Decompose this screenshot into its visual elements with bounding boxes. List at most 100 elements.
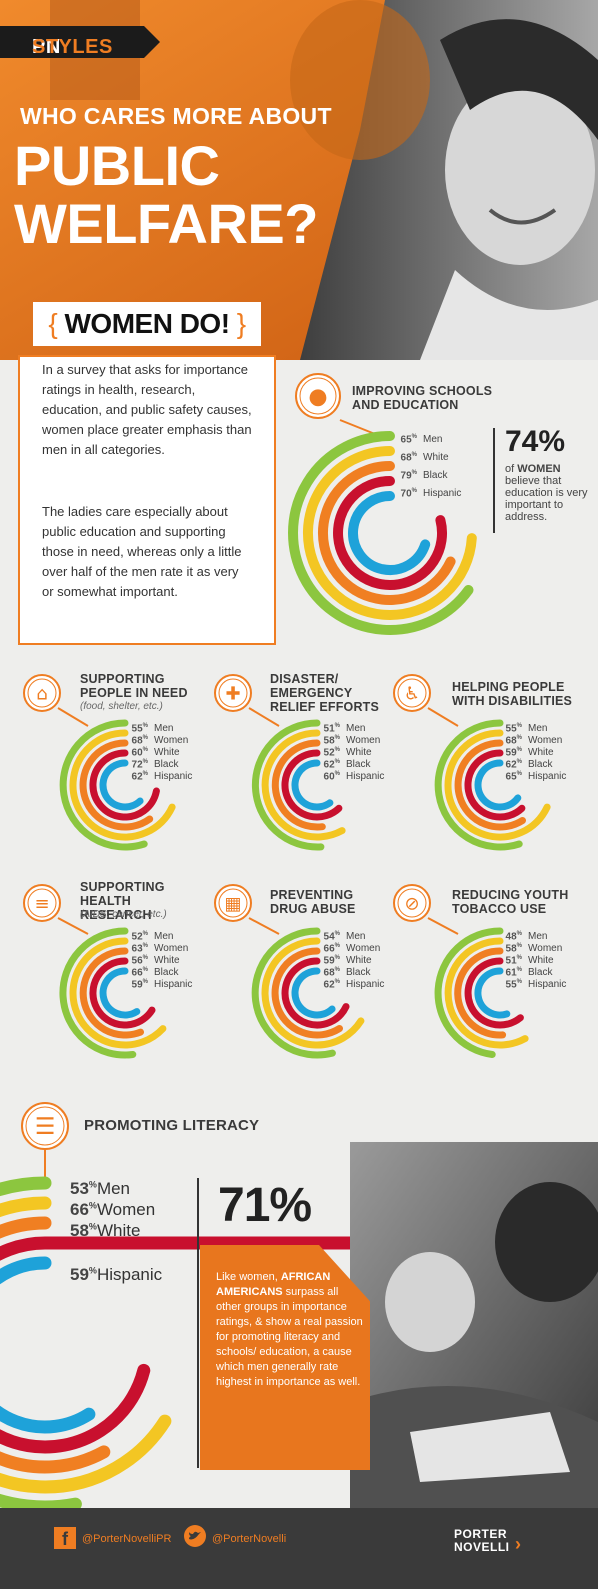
percent-sign: % [142,771,148,777]
percent-sign: % [411,452,417,458]
legend-row-black: 62% Black [500,756,566,770]
legend-label: Black [528,967,553,979]
percent-sign: % [516,747,522,753]
ring-women [69,729,176,841]
legend-label: Black [154,967,179,979]
legend-row-hispanic: 62% Hispanic [318,976,385,990]
percent-sign: % [516,967,522,973]
percent-sign: % [334,735,340,741]
percent-sign: % [142,759,148,765]
ring-white [271,739,326,831]
legend-value: 66% [70,1200,97,1219]
callout-text-literacy: Like women, AFRICAN AMERICANS surpass al… [216,1270,366,1390]
literacy-photo [350,1142,598,1508]
legend-label: White [528,955,554,967]
legend-label: Men [96,1179,131,1198]
legend-label: White [528,747,554,759]
facebook-icon[interactable]: f [54,1527,76,1549]
legend-label: Men [528,931,548,943]
legend-row-men: 55% Men [500,720,566,735]
legend-row-white: 60% White [126,744,192,758]
icon-connector [427,917,459,935]
legend-value: 68% [505,735,522,747]
percent-sign: % [334,747,340,753]
ring-hispanic [99,967,141,1019]
legend-label: Men [154,931,174,943]
radial-chart-6: ⊘ [393,884,529,1058]
legend-row-white: 59% White [500,744,566,759]
legend-value: 52% [131,931,148,943]
ring-hispanic [0,1256,96,1434]
ring-men [251,927,336,1059]
ring-black [464,957,524,1029]
icon-badge [23,674,61,712]
legend-row-men: 53%Men [70,1178,162,1199]
legend-value: 59% [131,979,148,991]
book-icon: ☰ [35,1114,56,1140]
brace-left: { [48,308,58,339]
legend-label: Hispanic [528,771,567,783]
icon-connector [57,917,89,935]
ring-hispanic [474,759,522,811]
icon-badge [23,884,61,922]
ring-hispanic [291,967,336,1019]
wheelchair-icon: ♿ [404,683,420,704]
legend-value: 51% [505,955,522,967]
ring-women [0,1196,172,1494]
ring-men [434,719,523,851]
twitter-icon[interactable] [182,1524,208,1548]
icon-badge [214,674,252,712]
percent-sign: % [142,735,148,741]
legend-row-black: 68% Black [318,964,384,978]
legend-label: Black [346,759,371,771]
footer-bar [0,1508,598,1589]
brand-pn: PN [32,36,61,58]
legend-row-white: 68% White [395,446,461,464]
legend-value: 48% [505,931,522,943]
icon-badge [393,674,431,712]
icon-connector [248,917,280,935]
legend-label: Women [154,943,189,955]
ring-women [261,729,346,841]
legend-value: 53% [70,1179,97,1198]
legend-row-white: 59% White [318,952,384,966]
twitter-handle[interactable]: @PorterNovelli [212,1533,287,1545]
legend-value: 59% [70,1265,97,1284]
percent-sign: % [88,1200,97,1211]
legend-label: White [346,747,372,759]
legend-label: Men [528,723,548,735]
ring-white [79,739,154,831]
percent-sign: % [411,434,417,440]
facebook-handle[interactable]: @PorterNovelliPR [82,1533,172,1545]
ring-hispanic [348,491,431,575]
radial-chart-2: ✚ [214,674,346,851]
legend-label: Men [346,723,366,735]
pill-bottle-icon: ▦ [224,893,241,914]
legend-value: 62% [131,771,148,783]
icon-badge-inner [25,1106,65,1146]
logo-chevron-icon: › [515,1534,521,1554]
percent-sign: % [142,979,148,985]
legend-label: Women [96,1200,156,1219]
legend-row-women: 68% Women [126,732,192,747]
legend-row-women: 66%Women [70,1199,162,1220]
percent-sign: % [88,1221,97,1232]
women-do-heading: { WOMEN DO! } [33,302,261,346]
chart-title-people-in-need: SUPPORTING PEOPLE IN NEED [80,672,188,700]
legend-value: 65% [505,771,522,783]
legend-label: Women [154,735,189,747]
ring-hispanic [474,967,511,1019]
chart-title-schools: IMPROVING SCHOOLS AND EDUCATION [352,384,493,412]
legend-label: Women [528,943,563,955]
percent-sign: % [334,943,340,949]
chart-subtitle-people-in-need: (food, shelter, etc.) [80,701,163,712]
ring-black [281,749,343,821]
percent-sign: % [142,955,148,961]
legend-row-women: 58% Women [500,940,566,955]
legend-tobacco: 48% Men 58% Women 51% White 61% Black 55% Hispani… [500,928,567,990]
legend-value: 59% [505,747,522,759]
icon-connector [57,707,89,727]
legend-row-black: 72% Black [126,756,192,770]
ring-white [0,1216,111,1474]
